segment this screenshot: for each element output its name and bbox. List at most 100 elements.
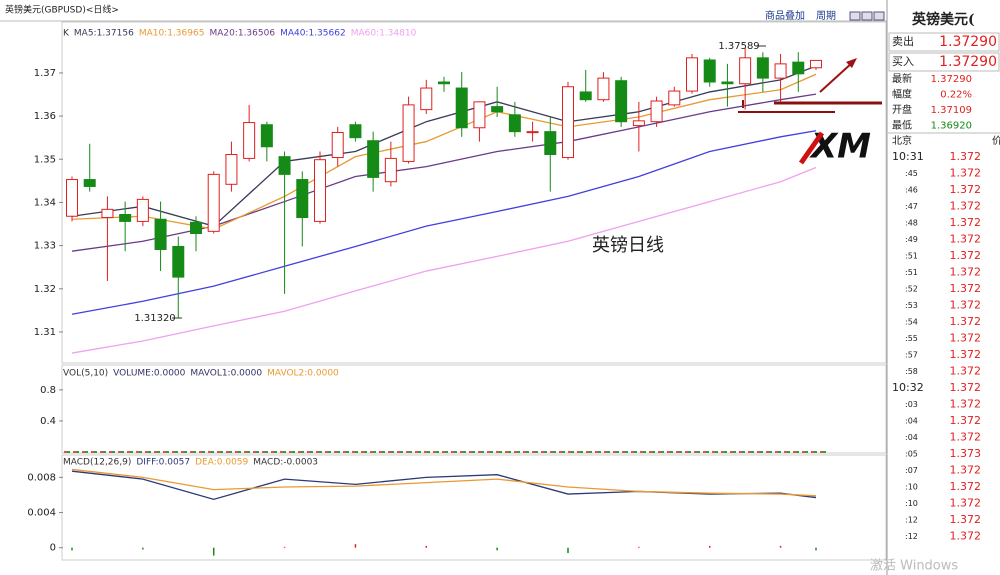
legend-entry: DIFF:0.0057: [136, 458, 190, 468]
icon-button[interactable]: [873, 11, 885, 21]
tick-time: :58: [905, 367, 918, 376]
tick-price: 1.372: [950, 414, 982, 427]
tick-header: 价: [992, 135, 1000, 147]
candle-body: [562, 86, 574, 159]
quote-label: 买入: [892, 55, 914, 68]
quote-label: 卖出: [892, 34, 914, 48]
button[interactable]: 周期: [816, 10, 836, 22]
candle-body: [136, 198, 149, 222]
candle-body: [331, 132, 344, 159]
tick-time: :57: [905, 351, 918, 360]
quote-box: [888, 52, 1000, 72]
arrow-head: [846, 58, 857, 68]
tick-time: :48: [905, 219, 918, 228]
tick-price: 1.372: [950, 299, 982, 312]
candle-body: [632, 120, 645, 127]
candle-body: [225, 154, 238, 185]
tick-time: :53: [905, 301, 918, 310]
y-tick-label: 1.31: [34, 327, 56, 338]
tick-time: :10: [905, 483, 918, 492]
tick-time: :51: [905, 268, 918, 277]
candle-body: [420, 87, 433, 111]
candle-body: [278, 156, 291, 175]
candle-body: [526, 131, 539, 134]
quote-value: 1.36920: [931, 121, 972, 132]
candle-body: [190, 221, 202, 235]
legend-entry: MACD(12,26,9): [63, 458, 131, 468]
legend-entry: MA40:1.35662: [280, 29, 346, 39]
candle-body: [721, 81, 734, 85]
candle-body: [384, 157, 397, 183]
quote-label: 最新: [892, 72, 912, 85]
y-tick-label: 0.008: [27, 472, 56, 483]
candle-body: [756, 57, 769, 79]
candle-body: [438, 81, 450, 85]
quote-value: 1.37290: [939, 54, 997, 70]
logo-accent: [798, 131, 825, 165]
candle-body: [810, 59, 822, 69]
icon-button[interactable]: [861, 11, 873, 21]
candle-body: [686, 57, 698, 92]
watermark: 激活 Windows: [870, 559, 958, 574]
tick-time: :45: [905, 169, 918, 178]
quote-label: 最低: [892, 119, 912, 132]
candle-body: [615, 80, 628, 123]
legend-entry: K: [63, 29, 70, 39]
tick-price: 1.372: [950, 216, 982, 229]
tick-price: 1.372: [950, 233, 982, 246]
tick-price: 1.372: [950, 249, 982, 262]
quote-value: 1.37290: [931, 74, 972, 85]
candle-body: [296, 179, 309, 219]
tick-time: 10:32: [892, 381, 924, 394]
tick-price: 1.372: [950, 282, 982, 295]
tick-time: :05: [905, 450, 918, 459]
y-tick-label: 1.35: [34, 154, 56, 165]
tick-time: :10: [905, 499, 918, 508]
y-tick-label: 1.33: [34, 241, 56, 252]
quote-value: 1.37290: [939, 34, 997, 50]
candle-body: [597, 77, 610, 101]
candle-body: [101, 208, 114, 219]
tick-time: :47: [905, 202, 918, 211]
quote-value: 0.22%: [940, 90, 972, 101]
tick-time: 10:31: [892, 150, 924, 163]
main-panel: [61, 21, 887, 364]
candle-body: [367, 140, 380, 178]
legend-entry: MAVOL1:0.0000: [190, 369, 262, 379]
tick-header: 北京: [892, 134, 912, 147]
quote-box: [888, 32, 1000, 52]
candle-body: [314, 159, 326, 222]
tick-price: 1.372: [950, 266, 982, 279]
legend-entry: VOLUME:0.0000: [113, 369, 185, 379]
legend-entry: MA10:1.36965: [139, 29, 205, 39]
tick-time: :51: [905, 252, 918, 261]
legend-entry: MA20:1.36506: [209, 29, 275, 39]
ma-line: [71, 166, 817, 354]
candle-body: [260, 124, 273, 148]
icon-button[interactable]: [849, 11, 861, 21]
y-tick-label: 1.34: [34, 197, 56, 208]
tick-price: 1.372: [950, 381, 982, 394]
tick-time: :55: [905, 334, 918, 343]
tick-price: 1.372: [950, 464, 982, 477]
y-tick-label: 1.36: [34, 111, 56, 122]
low-label: 1.31320: [134, 313, 175, 324]
quote-label: 幅度: [892, 88, 912, 101]
candle-body: [119, 214, 132, 222]
y-tick-label: 0.004: [27, 508, 56, 519]
quote-label: 开盘: [892, 103, 912, 116]
y-tick-label: 0.4: [40, 416, 56, 427]
candle-body: [172, 245, 185, 278]
tick-price: 1.372: [950, 480, 982, 493]
candle-body: [66, 179, 78, 217]
tick-time: :03: [905, 400, 918, 409]
tick-price: 1.372: [950, 398, 982, 411]
tick-price: 1.372: [950, 200, 982, 213]
legend-entry: VOL(5,10): [63, 369, 108, 379]
tick-time: :12: [905, 516, 918, 525]
candle-body: [402, 104, 415, 162]
tick-price: 1.372: [950, 497, 982, 510]
candle-body: [508, 114, 521, 133]
button[interactable]: 商品叠加: [765, 9, 805, 22]
